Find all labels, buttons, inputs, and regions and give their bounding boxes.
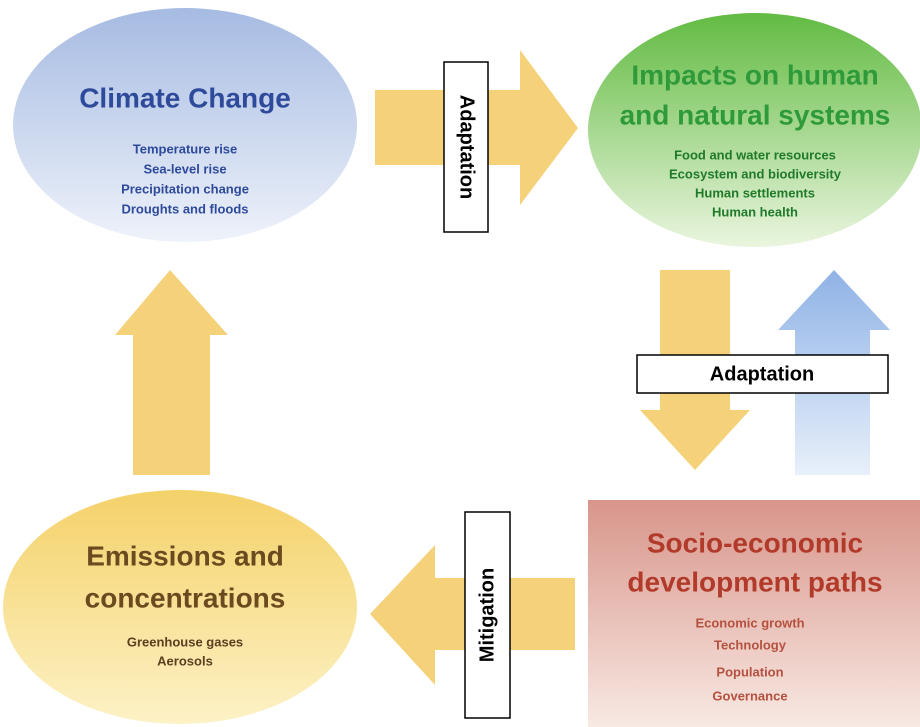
node-item: Precipitation change bbox=[121, 181, 249, 196]
node-item: Sea-level rise bbox=[143, 161, 226, 176]
label: Mitigation bbox=[476, 568, 498, 662]
node-item: Economic growth bbox=[695, 615, 804, 630]
node-item: Ecosystem and biodiversity bbox=[669, 166, 842, 181]
label: Adaptation bbox=[456, 95, 478, 199]
arrow bbox=[115, 270, 228, 475]
node-item: Technology bbox=[714, 637, 787, 652]
node-item: Governance bbox=[712, 688, 787, 703]
label-box bbox=[636, 354, 889, 394]
label-box bbox=[464, 511, 511, 719]
node-title: concentrations bbox=[85, 582, 286, 613]
node-item: Droughts and floods bbox=[121, 201, 248, 216]
node-item: Population bbox=[716, 664, 783, 679]
node-item: Food and water resources bbox=[674, 147, 836, 162]
impacts-node bbox=[588, 13, 920, 247]
label-box bbox=[443, 61, 489, 233]
node-title: and natural systems bbox=[620, 99, 891, 130]
emissions-node bbox=[3, 490, 357, 724]
climate-node bbox=[13, 8, 357, 242]
node-item: Temperature rise bbox=[133, 141, 238, 156]
node-title: Emissions and bbox=[86, 540, 284, 571]
node-title: Impacts on human bbox=[631, 59, 878, 90]
node-title: Climate Change bbox=[79, 82, 291, 113]
node-item: Human settlements bbox=[695, 185, 815, 200]
node-item: Human health bbox=[712, 204, 798, 219]
label: Adaptation bbox=[710, 363, 814, 385]
node-title: development paths bbox=[627, 566, 882, 597]
node-item: Aerosols bbox=[157, 653, 213, 668]
socio-node bbox=[588, 500, 920, 727]
node-item: Greenhouse gases bbox=[127, 634, 243, 649]
node-title: Socio-economic bbox=[647, 527, 863, 558]
